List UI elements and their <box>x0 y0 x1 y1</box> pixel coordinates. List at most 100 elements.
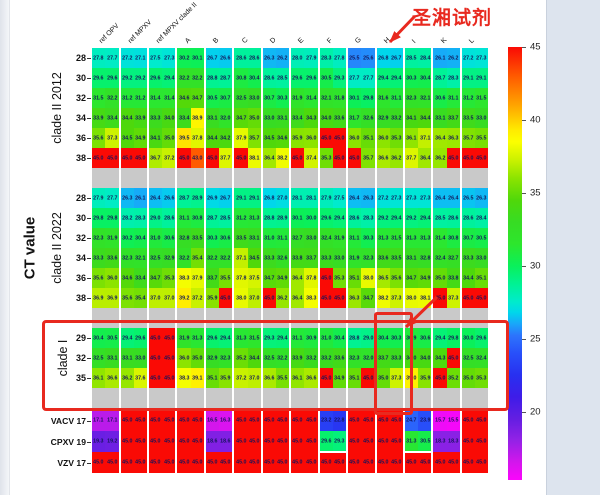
heatmap-cell: 33.1 <box>105 348 119 368</box>
heatmap-cell: 33.3 <box>148 108 163 128</box>
colorbar-tick-label: 35 <box>530 187 541 199</box>
row-tick-label: VZV 17 <box>57 457 86 468</box>
heatmap-cell: 30.7 <box>219 88 233 108</box>
column-header-c: C <box>240 36 250 45</box>
heatmap-cell: 32.9 <box>376 108 390 128</box>
heatmap-cell: 29.1 <box>461 68 476 88</box>
colorbar-tick-mark <box>522 192 526 194</box>
heatmap-cell: 34.6 <box>275 128 290 148</box>
heatmap-cell: 45.0 <box>475 452 489 473</box>
block-label-clade-ii-2012: clade II 2012 <box>50 72 64 144</box>
heatmap-cell: 36.0 <box>376 128 390 148</box>
heatmap-cell: 31.1 <box>275 228 290 248</box>
heatmap-cell: 36.0 <box>177 348 191 368</box>
heatmap-cell: 34.1 <box>148 128 163 148</box>
heatmap-cell: 27.7 <box>361 68 375 88</box>
heatmap-cell: 28.1 <box>291 188 305 208</box>
heatmap-cell: 31.1 <box>348 228 362 248</box>
heatmap-cell: 30.4 <box>418 68 432 88</box>
block-separator <box>262 308 290 328</box>
colorbar-tick-label: 40 <box>530 114 541 126</box>
heatmap-cell: 45.0 <box>461 410 476 431</box>
heatmap-cell: 34.1 <box>404 108 419 128</box>
heatmap-cell: 32.2 <box>177 68 191 88</box>
heatmap-cell: 28.3 <box>319 48 333 68</box>
heatmap-cell: 31.1 <box>177 208 191 228</box>
heatmap-cell: 26.9 <box>205 188 220 208</box>
heatmap-cell: 34.5 <box>247 248 261 268</box>
heatmap-cell: 27.8 <box>92 48 106 68</box>
heatmap-cell: 29.6 <box>133 328 147 348</box>
heatmap-cell: 15.7 <box>433 410 447 431</box>
column-header-ref-opv: ref OPV <box>98 22 121 45</box>
row-tick-label: 35 <box>75 373 86 383</box>
block-separator <box>376 388 403 410</box>
heatmap-cell: 33.2 <box>389 108 404 128</box>
heatmap-cell: 29.4 <box>389 68 404 88</box>
heatmap-cell: 30.5 <box>475 228 489 248</box>
heatmap-cell: 35.0 <box>247 108 261 128</box>
block-separator <box>92 308 119 328</box>
heatmap-cell: 22.8 <box>332 410 347 431</box>
heatmap-cell: 25.5 <box>348 48 362 68</box>
heatmap-cell: 37.6 <box>133 368 147 388</box>
heatmap-cell: 45.0 <box>332 128 347 148</box>
block-separator <box>433 168 460 188</box>
heatmap-cell: 34.7 <box>361 288 375 308</box>
heatmap-cell: 35.3 <box>332 268 347 288</box>
row-tick-label: 36 <box>75 133 86 143</box>
heatmap-cell: 45.0 <box>389 431 404 452</box>
heatmap-cell: 26.4 <box>446 188 460 208</box>
heatmap-cell: 29.4 <box>376 68 390 88</box>
heatmap-cell: 39.2 <box>177 288 191 308</box>
heatmap-cell: 31.2 <box>133 88 147 108</box>
heatmap-cell: 37.3 <box>105 128 119 148</box>
heatmap-cell: 36.1 <box>291 368 305 388</box>
block-separator <box>234 388 261 410</box>
heatmap-cell: 31.1 <box>446 88 460 108</box>
heatmap-cell: 28.6 <box>461 208 476 228</box>
heatmap-cell: 45.0 <box>348 431 362 452</box>
heatmap-cell: 45.0 <box>219 452 233 473</box>
heatmap-cell: 45.0 <box>461 452 476 473</box>
heatmap-cell: 45.0 <box>376 452 390 473</box>
heatmap-cell: 31.0 <box>148 228 163 248</box>
block-separator <box>348 388 375 410</box>
heatmap-cell: 36.2 <box>433 148 447 168</box>
heatmap-cell: 16.5 <box>205 410 220 431</box>
heatmap-cell: 38.0 <box>234 288 248 308</box>
heatmap-cell: 37.0 <box>247 368 261 388</box>
heatmap-cell: 26.4 <box>348 188 362 208</box>
heatmap-cell: 45.0 <box>475 148 489 168</box>
heatmap-cell: 45.0 <box>376 431 390 452</box>
heatmap-cell: 31.0 <box>262 228 276 248</box>
heatmap-cell: 31.7 <box>348 108 362 128</box>
heatmap-cell: 45.0 <box>133 431 147 452</box>
heatmap-cell: 35.1 <box>348 268 362 288</box>
heatmap-cell: 30.7 <box>262 88 276 108</box>
heatmap-cell: 33.4 <box>177 108 191 128</box>
heatmap-cell: 32.3 <box>361 248 375 268</box>
heatmap-cell: 29.4 <box>418 208 432 228</box>
heatmap-cell: 35.5 <box>219 268 233 288</box>
heatmap-cell: 36.6 <box>262 368 276 388</box>
column-header-i: I <box>411 38 418 45</box>
heatmap-cell: 33.0 <box>262 108 276 128</box>
row-tick-mark <box>87 441 91 443</box>
heatmap-cell: 31.1 <box>389 88 404 108</box>
heatmap-cell: 45.0 <box>291 452 305 473</box>
heatmap-cell: 29.6 <box>205 328 220 348</box>
block-separator <box>148 168 176 188</box>
heatmap-cell: 35.3 <box>162 268 176 288</box>
heatmap-cell: 33.5 <box>234 228 248 248</box>
heatmap-cell: 26.1 <box>433 48 447 68</box>
heatmap-cell: 38.0 <box>404 288 419 308</box>
heatmap-cell: 33.9 <box>133 108 147 128</box>
heatmap-cell: 16.3 <box>219 410 233 431</box>
heatmap-cell: 33.4 <box>133 268 147 288</box>
heatmap-cell: 32.5 <box>234 88 248 108</box>
heatmap-cell: 37.3 <box>446 288 460 308</box>
heatmap-cell: 32.2 <box>205 248 220 268</box>
heatmap-cell: 45.0 <box>120 148 134 168</box>
heatmap-cell: 45.0 <box>133 148 147 168</box>
